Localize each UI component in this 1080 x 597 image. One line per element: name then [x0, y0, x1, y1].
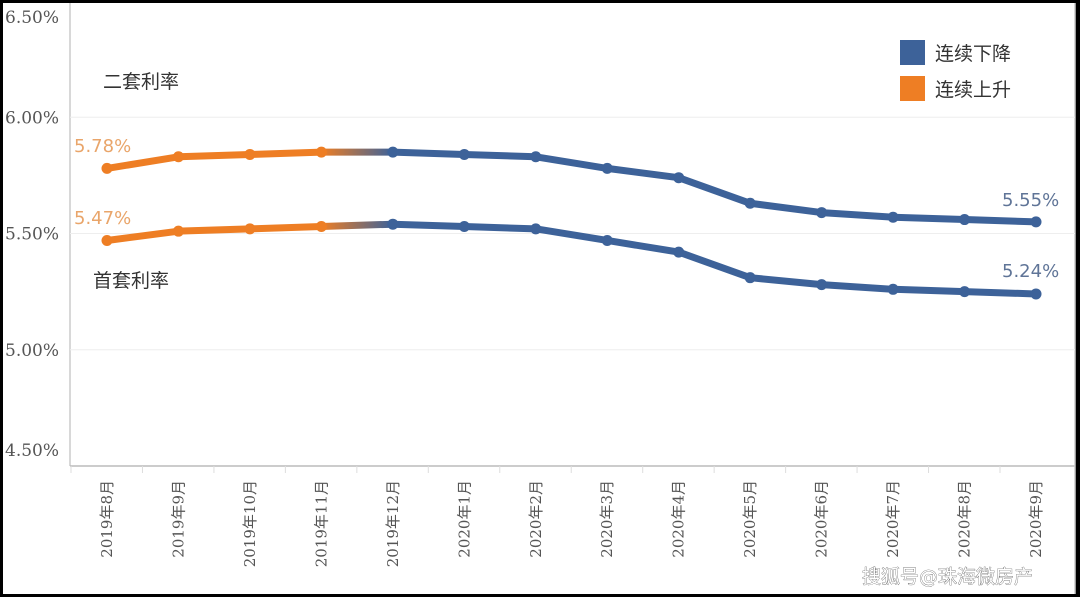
data-point [744, 197, 756, 209]
series-segment [460, 223, 540, 233]
data-point [673, 172, 685, 184]
data-point [315, 221, 327, 233]
legend-swatch-falling [900, 40, 925, 65]
data-point [530, 151, 542, 163]
data-point [959, 214, 971, 226]
data-point [887, 211, 899, 223]
series-segment [103, 227, 182, 244]
series-segment [675, 174, 754, 207]
x-tick-label: 2020年2月 [527, 480, 545, 558]
data-point [172, 225, 184, 237]
data-point [101, 234, 113, 246]
series-segment [818, 281, 897, 293]
data-point [744, 272, 756, 284]
data-label-first-end: 5.24% [1002, 261, 1059, 282]
x-tick-label: 2019年9月 [169, 480, 187, 558]
x-tick-label: 2020年5月 [741, 480, 759, 558]
data-point [530, 223, 542, 235]
data-point [816, 207, 828, 219]
series-segment [389, 220, 468, 231]
data-point [387, 146, 399, 158]
series-segment [675, 248, 754, 282]
data-point [673, 246, 685, 258]
watermark: 搜狐号@珠海微房产 [862, 566, 1033, 588]
x-tick-label: 2019年12月 [384, 480, 402, 567]
legend-swatch-rising [900, 76, 925, 101]
series-segment [746, 199, 826, 217]
data-point [1030, 288, 1042, 300]
data-point [315, 146, 327, 158]
series-segment [889, 213, 969, 224]
series-segment [961, 288, 1040, 298]
data-point [244, 223, 256, 235]
x-tick-label: 2020年8月 [956, 480, 974, 558]
data-label-second-end: 5.55% [1002, 190, 1059, 211]
series-label-first: 首套利率 [93, 270, 169, 292]
data-point [101, 162, 113, 174]
y-tick-label: 4.50% [5, 441, 59, 461]
data-point [887, 283, 899, 295]
x-tick-label: 2020年1月 [455, 480, 473, 558]
series-segment [961, 216, 1040, 226]
series-segment [389, 148, 468, 158]
y-tick-label: 6.00% [5, 108, 59, 128]
legend-label-rising: 连续上升 [935, 79, 1011, 101]
data-point [244, 148, 256, 160]
series-segment [889, 285, 969, 296]
data-label-first-start: 5.47% [74, 208, 131, 229]
data-point [816, 279, 828, 291]
series-segment [174, 150, 254, 161]
series-segment [818, 209, 897, 221]
legend: 连续下降 连续上升 [900, 40, 1011, 101]
series-segment [532, 225, 611, 244]
x-tick-label: 2019年10月 [241, 480, 259, 567]
series-segment [603, 236, 683, 256]
x-tick-label: 2020年6月 [813, 480, 831, 558]
series-segment [103, 153, 182, 172]
series-segment [317, 220, 397, 231]
x-tick-label: 2020年3月 [598, 480, 616, 558]
series-segment [246, 148, 325, 158]
series-label-second: 二套利率 [103, 71, 179, 93]
data-point [601, 162, 613, 174]
y-tick-label: 5.50% [5, 225, 59, 245]
chart-background [3, 3, 1075, 594]
series-segment [246, 223, 325, 233]
data-label-second-start: 5.78% [74, 136, 131, 157]
x-tick-label: 2020年9月 [1027, 480, 1045, 558]
data-point [172, 151, 184, 163]
data-point [458, 148, 470, 160]
data-point [601, 234, 613, 246]
series-segment [532, 153, 611, 172]
data-point [1030, 216, 1042, 228]
x-tick-label: 2020年4月 [670, 480, 688, 558]
x-tick-label: 2019年8月 [98, 480, 116, 558]
series-segment [460, 150, 540, 161]
series-segment [174, 225, 254, 235]
legend-label-falling: 连续下降 [935, 43, 1011, 65]
series-segment [746, 274, 826, 289]
x-tick-label: 2020年7月 [884, 480, 902, 558]
series-segment [603, 164, 683, 182]
y-tick-label: 5.00% [5, 341, 59, 361]
x-tick-label: 2019年11月 [312, 480, 330, 567]
data-point [387, 218, 399, 230]
data-point [959, 286, 971, 298]
data-point [458, 221, 470, 233]
y-tick-label: 6.50% [5, 8, 59, 28]
